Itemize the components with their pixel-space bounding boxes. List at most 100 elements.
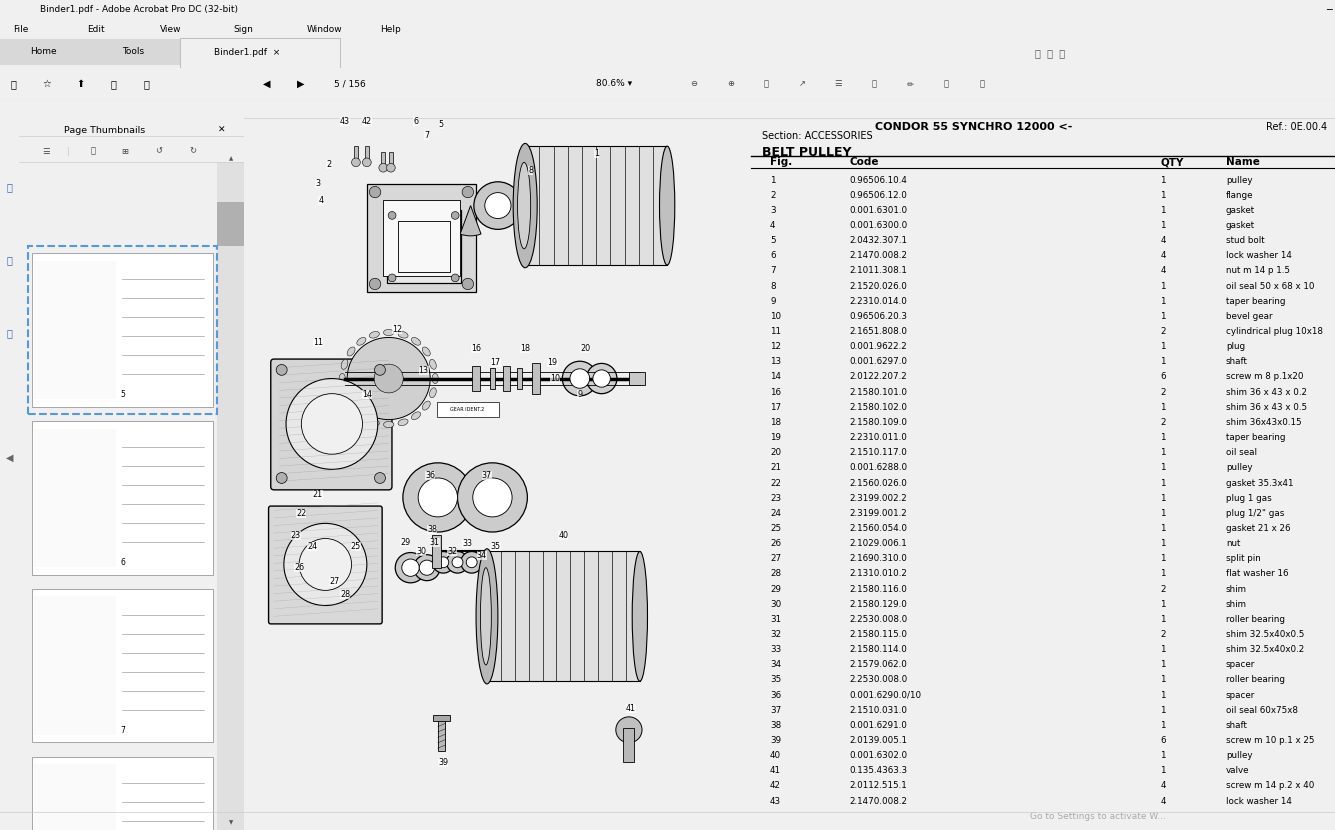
Text: ☰: ☰	[41, 147, 49, 155]
Text: 11: 11	[312, 339, 323, 348]
Text: 14: 14	[362, 390, 372, 399]
Text: 2.1029.006.1: 2.1029.006.1	[849, 540, 908, 548]
Text: 5: 5	[770, 236, 776, 245]
Ellipse shape	[383, 422, 394, 427]
Text: 33: 33	[770, 645, 781, 654]
Text: 2: 2	[770, 191, 776, 200]
Text: Go to Settings to activate W...: Go to Settings to activate W...	[1029, 813, 1165, 822]
Ellipse shape	[370, 331, 379, 338]
Text: 2: 2	[1160, 630, 1165, 639]
Text: 💬  ❓  🔔: 💬 ❓ 🔔	[1035, 48, 1065, 58]
Bar	[180, 38, 340, 68]
Text: 42: 42	[770, 782, 781, 790]
Circle shape	[615, 717, 642, 743]
Text: 📎: 📎	[7, 329, 12, 339]
Text: 2.0122.207.2: 2.0122.207.2	[849, 373, 908, 382]
Text: 23: 23	[770, 494, 781, 503]
Text: 28: 28	[770, 569, 781, 579]
Text: 39: 39	[438, 758, 449, 767]
Text: 0.001.9622.2: 0.001.9622.2	[849, 342, 908, 351]
Text: gasket: gasket	[1226, 221, 1255, 230]
Text: 8: 8	[529, 167, 533, 175]
Bar	[471, 365, 481, 392]
Text: spacer: spacer	[1226, 661, 1255, 669]
Circle shape	[370, 187, 380, 198]
Text: shaft: shaft	[1226, 357, 1248, 366]
Text: 1: 1	[1160, 433, 1165, 442]
Text: View: View	[160, 25, 182, 33]
Text: 20: 20	[581, 344, 590, 353]
Text: 2.1580.101.0: 2.1580.101.0	[849, 388, 908, 397]
Bar	[32, 589, 212, 742]
Text: File: File	[13, 25, 29, 33]
Text: 37: 37	[770, 706, 781, 715]
Text: 40: 40	[558, 530, 569, 540]
Text: 4: 4	[1160, 782, 1165, 790]
Text: ⬛: ⬛	[872, 80, 877, 89]
Text: 2.1560.054.0: 2.1560.054.0	[849, 524, 908, 533]
Text: 1: 1	[1160, 751, 1165, 760]
Text: 17: 17	[770, 403, 781, 412]
Text: nut: nut	[1226, 540, 1240, 548]
Text: shim 32.5x40x0.5: shim 32.5x40x0.5	[1226, 630, 1304, 639]
Ellipse shape	[342, 388, 348, 398]
Circle shape	[438, 557, 449, 568]
Text: 31: 31	[430, 539, 439, 547]
Text: screw m 10 p.1 x 25: screw m 10 p.1 x 25	[1226, 736, 1315, 745]
Circle shape	[447, 551, 469, 573]
Text: 5: 5	[120, 390, 125, 399]
Text: 80.6% ▾: 80.6% ▾	[595, 80, 633, 89]
Text: ↗: ↗	[798, 80, 806, 89]
Text: ✕: ✕	[218, 125, 226, 134]
Text: 1: 1	[1160, 766, 1165, 775]
Bar	[32, 253, 212, 407]
Text: nut m 14 p 1.5: nut m 14 p 1.5	[1226, 266, 1290, 276]
Text: 2.1579.062.0: 2.1579.062.0	[849, 661, 908, 669]
Text: oil seal 60x75x8: oil seal 60x75x8	[1226, 706, 1298, 715]
Circle shape	[302, 393, 363, 454]
Text: 2.1651.808.0: 2.1651.808.0	[849, 327, 908, 336]
Text: 2.1510.031.0: 2.1510.031.0	[849, 706, 908, 715]
Text: 7: 7	[425, 131, 430, 139]
Text: 31: 31	[770, 615, 781, 624]
Bar	[623, 728, 634, 762]
Text: 2.3199.001.2: 2.3199.001.2	[849, 509, 908, 518]
Text: ⊖: ⊖	[690, 80, 698, 89]
Text: 2.1580.109.0: 2.1580.109.0	[849, 417, 908, 427]
Bar	[503, 365, 510, 392]
Ellipse shape	[356, 338, 366, 345]
Bar	[32, 421, 212, 574]
Text: Code: Code	[849, 157, 880, 167]
Text: 1: 1	[1160, 463, 1165, 472]
Text: 0.001.6297.0: 0.001.6297.0	[849, 357, 908, 366]
Text: plug 1 gas: plug 1 gas	[1226, 494, 1272, 503]
Text: 2: 2	[326, 160, 331, 169]
Text: 25: 25	[770, 524, 781, 533]
Circle shape	[451, 274, 459, 281]
Circle shape	[462, 187, 474, 198]
Text: shim: shim	[1226, 600, 1247, 608]
Circle shape	[347, 338, 430, 420]
Bar	[354, 146, 358, 163]
Circle shape	[374, 364, 403, 393]
Ellipse shape	[398, 419, 409, 426]
Text: 12: 12	[770, 342, 781, 351]
Ellipse shape	[433, 374, 438, 383]
Text: plug: plug	[1226, 342, 1246, 351]
Text: 2.1580.115.0: 2.1580.115.0	[849, 630, 908, 639]
Text: lock washer 14: lock washer 14	[1226, 797, 1292, 806]
Text: gasket 35.3x41: gasket 35.3x41	[1226, 479, 1294, 487]
Text: 2: 2	[1160, 327, 1165, 336]
Text: Ref.: 0E.00.4: Ref.: 0E.00.4	[1266, 122, 1327, 132]
Text: 19: 19	[770, 433, 781, 442]
Text: 27: 27	[770, 554, 781, 564]
Text: 30: 30	[770, 600, 781, 608]
Circle shape	[387, 164, 395, 172]
Text: 6: 6	[120, 559, 125, 567]
Bar	[487, 551, 639, 681]
Circle shape	[485, 193, 511, 218]
Text: |: |	[67, 147, 69, 155]
Text: 1: 1	[1160, 221, 1165, 230]
Text: ▶: ▶	[296, 79, 304, 89]
Text: 26: 26	[770, 540, 781, 548]
